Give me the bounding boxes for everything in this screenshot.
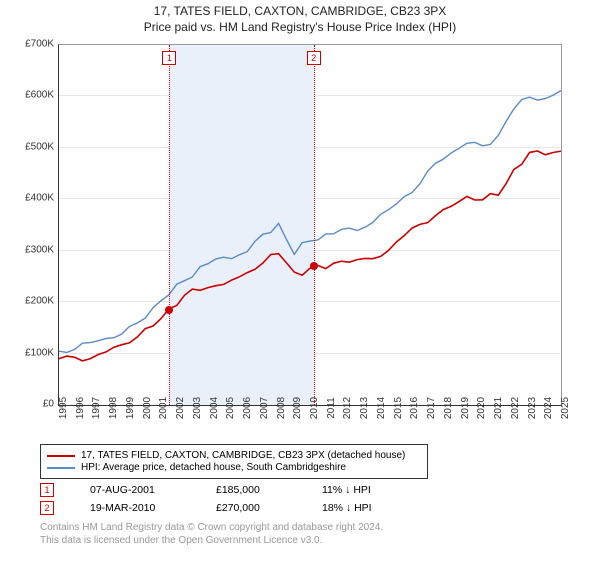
sale-vline <box>314 45 315 405</box>
chart-area: £0£100K£200K£300K£400K£500K£600K£700K 12… <box>10 38 570 440</box>
sales-delta-2: 18% ↓ HPI <box>322 502 372 514</box>
legend-swatch-hpi <box>47 467 75 469</box>
sale-marker-box: 2 <box>307 51 321 65</box>
line-svg <box>59 45 561 405</box>
sales-delta-1: 11% ↓ HPI <box>322 484 371 496</box>
sale-point <box>310 262 318 270</box>
sales-date-1: 07-AUG-2001 <box>90 484 180 496</box>
sale-point <box>165 306 173 314</box>
attribution-line1: Contains HM Land Registry data © Crown c… <box>40 521 600 534</box>
sale-marker-box: 1 <box>162 51 176 65</box>
ytick-label: £500K <box>25 141 54 152</box>
ytick-label: £400K <box>25 193 54 204</box>
chart-title: 17, TATES FIELD, CAXTON, CAMBRIDGE, CB23… <box>0 4 600 18</box>
ytick-label: £0 <box>43 399 54 410</box>
legend-swatch-property <box>47 455 75 457</box>
ytick-label: £700K <box>25 39 54 50</box>
sales-price-1: £185,000 <box>216 484 286 496</box>
xtick-label: 2025 <box>560 397 597 419</box>
ytick-label: £100K <box>25 347 54 358</box>
sales-marker-1: 1 <box>40 483 54 497</box>
series-line <box>59 151 561 361</box>
legend-box: 17, TATES FIELD, CAXTON, CAMBRIDGE, CB23… <box>40 444 428 479</box>
attribution-line2: This data is licensed under the Open Gov… <box>40 534 600 547</box>
legend-text-hpi: HPI: Average price, detached house, Sout… <box>81 462 346 473</box>
legend-text-property: 17, TATES FIELD, CAXTON, CAMBRIDGE, CB23… <box>81 450 405 461</box>
ytick-label: £300K <box>25 244 54 255</box>
attribution: Contains HM Land Registry data © Crown c… <box>40 521 600 547</box>
plot-area: 12 <box>58 44 562 406</box>
legend-item-hpi: HPI: Average price, detached house, Sout… <box>47 462 421 473</box>
sales-row-2: 2 19-MAR-2010 £270,000 18% ↓ HPI <box>40 501 600 515</box>
series-line <box>59 91 561 353</box>
sales-row-1: 1 07-AUG-2001 £185,000 11% ↓ HPI <box>40 483 600 497</box>
legend-item-property: 17, TATES FIELD, CAXTON, CAMBRIDGE, CB23… <box>47 450 421 461</box>
ytick-label: £600K <box>25 90 54 101</box>
sale-vline <box>169 45 170 405</box>
sales-marker-2: 2 <box>40 501 54 515</box>
sales-date-2: 19-MAR-2010 <box>90 502 180 514</box>
sales-table: 1 07-AUG-2001 £185,000 11% ↓ HPI 2 19-MA… <box>40 483 600 515</box>
chart-subtitle: Price paid vs. HM Land Registry's House … <box>0 20 600 34</box>
sales-price-2: £270,000 <box>216 502 286 514</box>
ytick-label: £200K <box>25 296 54 307</box>
